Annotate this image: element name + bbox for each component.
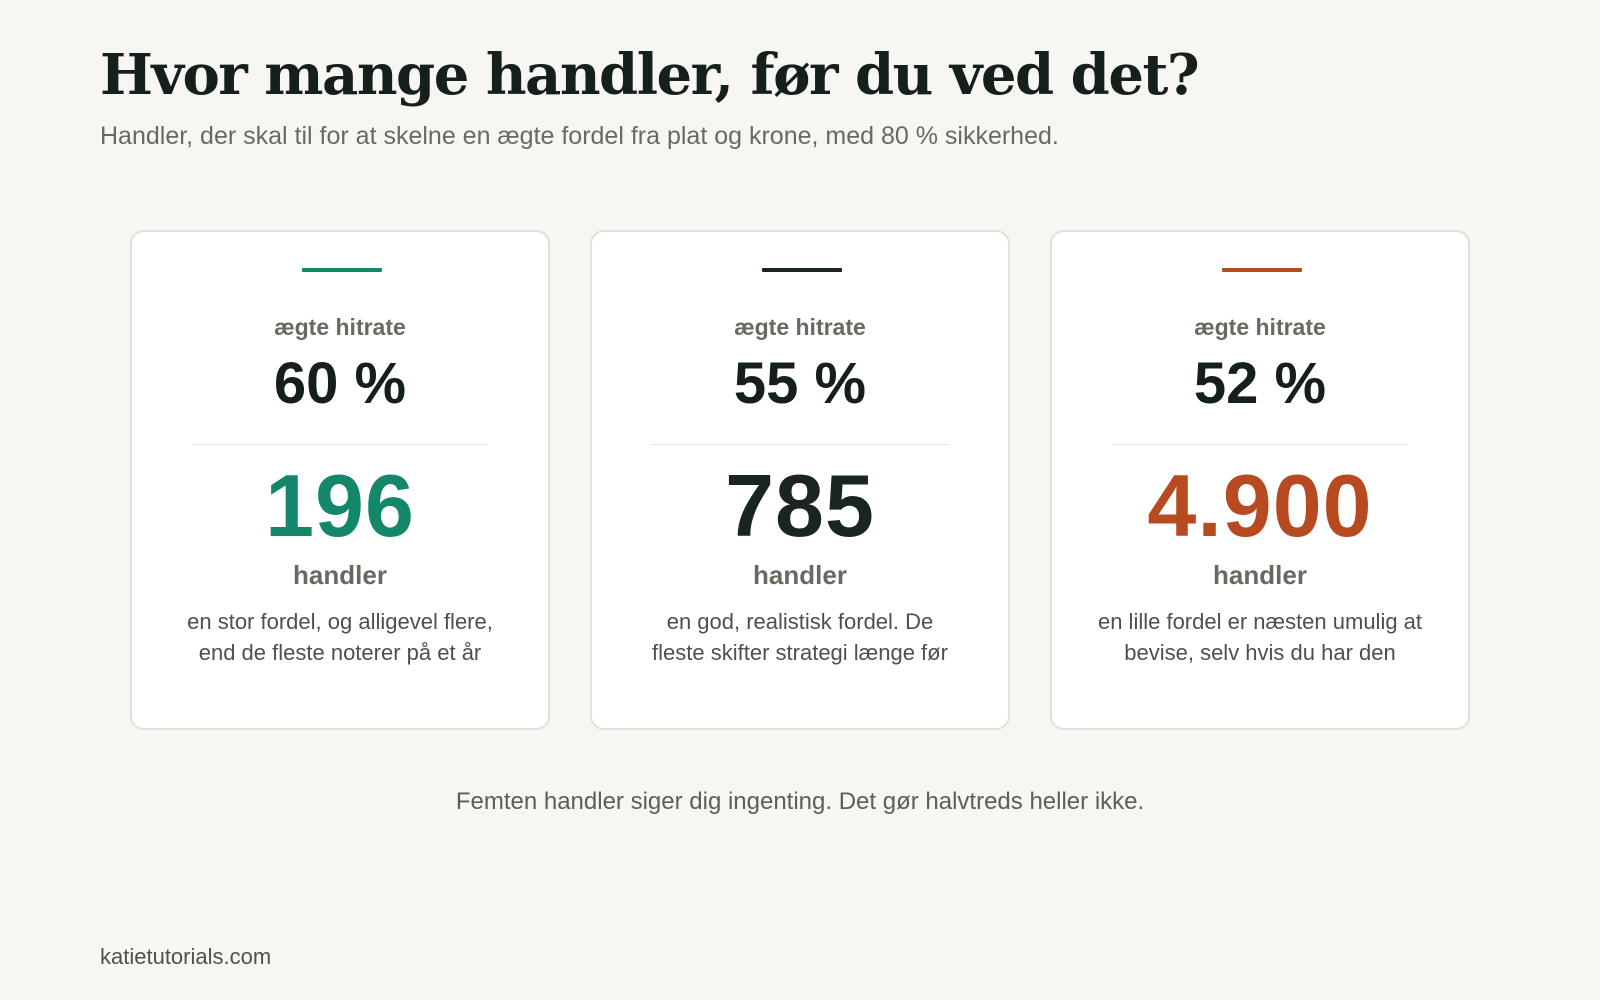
card-note-line-1: en stor fordel, og alligevel flere, — [187, 609, 493, 634]
hit-rate-value: 60 % — [273, 351, 407, 416]
card-note-line-2: bevise, selv hvis du har den — [1124, 640, 1396, 665]
card-note-line-1: en god, realistisk fordel. De — [666, 609, 934, 634]
accent-line — [302, 268, 382, 272]
page-title: Hvor mange handler, før du ved det? — [100, 42, 1200, 108]
accent-line — [762, 268, 842, 272]
trade-unit: handler — [753, 560, 847, 590]
hit-rate-label: ægte hitrate — [734, 314, 866, 340]
card-note-line-1: en lille fordel er næsten umulig at — [1097, 609, 1423, 634]
card-note-line-2: fleste skifter strategi længe før — [652, 640, 948, 665]
hit-rate-label: ægte hitrate — [274, 314, 406, 340]
hit-rate-label: ægte hitrate — [1194, 314, 1326, 340]
card-divider — [652, 444, 948, 445]
card-row: ægte hitrate 60 % 196 handler en stor fo… — [130, 230, 1470, 730]
accent-line — [1222, 268, 1302, 272]
trade-count: 785 — [725, 456, 875, 555]
card-note-line-2: end de fleste noterer på et år — [198, 640, 482, 665]
trade-count: 4.900 — [1147, 456, 1373, 555]
card-note: en god, realistisk fordel. De fleste ski… — [636, 606, 964, 668]
card-60-percent: ægte hitrate 60 % 196 handler en stor fo… — [130, 230, 550, 730]
card-divider — [1112, 444, 1408, 445]
hit-rate-value: 52 % — [1193, 351, 1327, 416]
card-55-percent: ægte hitrate 55 % 785 handler en god, re… — [590, 230, 1010, 730]
site-name: katietutorials.com — [100, 944, 272, 969]
page-subtitle: Handler, der skal til for at skelne en æ… — [100, 122, 1059, 150]
card-52-percent: ægte hitrate 52 % 4.900 handler en lille… — [1050, 230, 1470, 730]
trade-count: 196 — [265, 456, 415, 555]
trade-unit: handler — [293, 560, 387, 590]
card-note: en lille fordel er næsten umulig at bevi… — [1096, 606, 1424, 668]
card-note: en stor fordel, og alligevel flere, end … — [176, 606, 504, 668]
footnote: Femten handler siger dig ingenting. Det … — [455, 788, 1145, 815]
hit-rate-value: 55 % — [733, 351, 867, 416]
card-divider — [192, 444, 488, 445]
trade-unit: handler — [1213, 560, 1307, 590]
